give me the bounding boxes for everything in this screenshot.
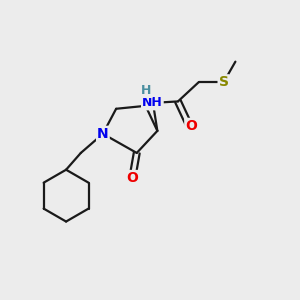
Text: N: N: [97, 127, 109, 141]
Text: O: O: [185, 119, 197, 133]
Text: O: O: [126, 171, 138, 185]
Text: H: H: [141, 84, 152, 97]
Text: NH: NH: [142, 96, 163, 110]
Text: S: S: [219, 75, 229, 89]
